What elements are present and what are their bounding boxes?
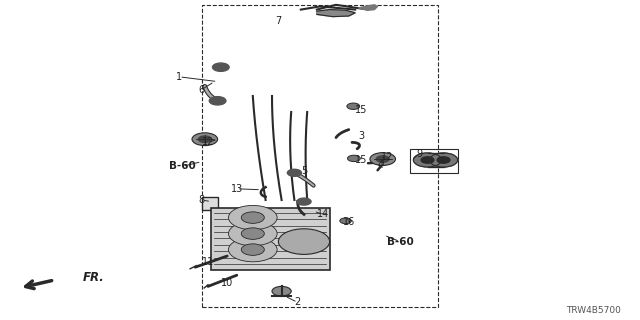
Circle shape (241, 244, 264, 255)
Text: 10: 10 (221, 278, 234, 288)
Text: 5: 5 (301, 166, 307, 176)
Circle shape (272, 286, 291, 296)
Circle shape (297, 198, 311, 205)
Circle shape (376, 156, 389, 162)
Circle shape (437, 157, 450, 163)
Text: 2: 2 (294, 297, 301, 308)
Text: B-60: B-60 (387, 236, 413, 247)
Circle shape (370, 153, 396, 165)
Circle shape (198, 136, 211, 142)
Circle shape (287, 169, 301, 176)
Circle shape (421, 157, 434, 163)
Text: 6: 6 (198, 84, 205, 95)
Circle shape (348, 155, 360, 162)
Text: FR.: FR. (83, 271, 105, 284)
Bar (410, 149, 458, 173)
Text: TRW4B5700: TRW4B5700 (566, 306, 621, 315)
Circle shape (192, 133, 218, 146)
Text: B-60: B-60 (169, 161, 196, 172)
Circle shape (228, 221, 277, 246)
Text: 15: 15 (355, 105, 368, 116)
Text: 16: 16 (342, 217, 355, 228)
Circle shape (241, 212, 264, 223)
Circle shape (413, 153, 442, 167)
Text: 11: 11 (202, 257, 214, 268)
Circle shape (241, 228, 264, 239)
Text: 1: 1 (176, 72, 182, 82)
Polygon shape (358, 5, 378, 10)
Bar (202, 197, 218, 210)
Text: 4: 4 (378, 160, 384, 170)
Circle shape (340, 218, 351, 224)
Text: 15: 15 (355, 155, 368, 165)
Circle shape (228, 205, 277, 230)
Circle shape (209, 97, 226, 105)
Polygon shape (317, 10, 355, 17)
Circle shape (278, 229, 330, 254)
Text: 12: 12 (381, 152, 394, 162)
Circle shape (212, 63, 229, 71)
Circle shape (347, 103, 360, 109)
Text: 8: 8 (198, 195, 205, 205)
Circle shape (228, 237, 277, 262)
Text: 14: 14 (317, 209, 330, 220)
Bar (211, 208, 330, 270)
Text: 3: 3 (358, 131, 365, 141)
Circle shape (429, 153, 458, 167)
Text: 13: 13 (230, 184, 243, 194)
Bar (202, 5, 438, 307)
Text: 9: 9 (416, 148, 422, 159)
Text: 7: 7 (275, 16, 282, 26)
Text: 12: 12 (202, 137, 214, 148)
